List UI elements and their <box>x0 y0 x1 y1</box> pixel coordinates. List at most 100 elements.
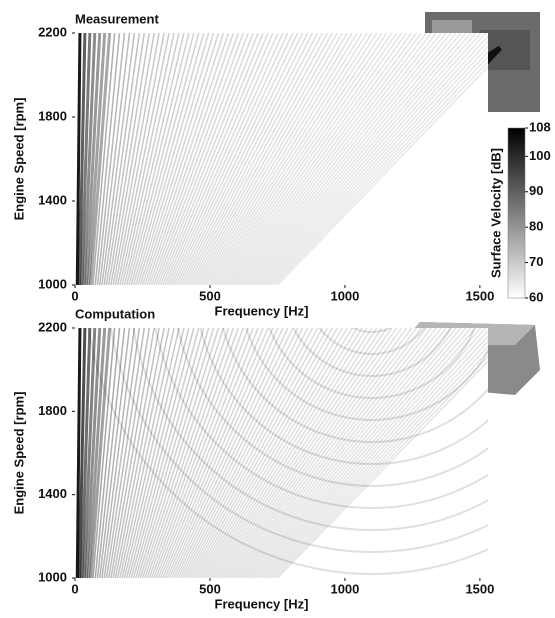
order-line <box>148 328 240 578</box>
order-line <box>75 328 82 578</box>
order-line <box>117 33 170 285</box>
order-line <box>110 328 155 578</box>
order-line <box>182 33 314 285</box>
order-line <box>155 33 254 285</box>
order-line <box>184 33 319 285</box>
order-line <box>189 33 329 285</box>
order-line <box>195 328 343 578</box>
order-line <box>256 328 477 578</box>
order-line <box>234 328 427 578</box>
x-tick-label: 0 <box>71 288 78 303</box>
order-line <box>258 328 482 578</box>
order-line <box>132 328 205 578</box>
order-line <box>220 33 398 285</box>
order-line <box>146 33 235 285</box>
order-line <box>153 328 249 578</box>
order-line <box>225 33 408 285</box>
order-line <box>153 33 249 285</box>
order-line <box>150 328 244 578</box>
order-line <box>180 328 309 578</box>
order-line <box>103 33 141 285</box>
colorbar-tick-label: 90 <box>529 183 543 198</box>
mode-ring <box>292 328 452 377</box>
order-line <box>229 33 418 285</box>
order-line <box>141 33 225 285</box>
plot-area <box>75 328 488 578</box>
order-line <box>256 33 477 285</box>
order-line <box>276 360 488 578</box>
order-line <box>213 328 383 578</box>
order-line <box>121 33 180 285</box>
order-line <box>141 328 225 578</box>
order-lines <box>75 33 488 285</box>
colorbar-tick-label: 108 <box>529 119 551 134</box>
order-line <box>249 328 462 578</box>
order-lines <box>75 328 488 578</box>
plot-area <box>75 33 488 285</box>
mode-ring <box>351 328 393 333</box>
order-line <box>274 60 488 285</box>
order-line <box>130 328 200 578</box>
order-line <box>189 328 329 578</box>
order-line <box>77 33 87 285</box>
order-line <box>98 328 131 578</box>
order-line <box>231 33 423 285</box>
order-line <box>220 328 398 578</box>
x-tick-label: 1000 <box>330 288 359 303</box>
x-axis-label: Frequency [Hz] <box>215 596 309 611</box>
order-line <box>148 33 240 285</box>
order-line <box>89 328 112 578</box>
order-line <box>200 33 353 285</box>
order-line <box>155 328 254 578</box>
order-line <box>114 33 165 285</box>
order-line <box>245 33 452 285</box>
order-line <box>222 328 403 578</box>
order-line <box>92 33 116 285</box>
order-line <box>222 33 403 285</box>
order-line <box>243 328 447 578</box>
order-line <box>157 328 259 578</box>
order-line <box>108 328 150 578</box>
order-line <box>84 328 102 578</box>
order-line <box>105 33 146 285</box>
order-line <box>243 33 447 285</box>
y-tick-label: 1400 <box>38 486 67 501</box>
order-line <box>144 33 230 285</box>
order-line <box>77 328 87 578</box>
x-tick-label: 1500 <box>465 288 494 303</box>
order-line <box>117 328 170 578</box>
order-line <box>96 328 126 578</box>
order-line <box>247 328 457 578</box>
order-line <box>193 33 338 285</box>
order-line <box>123 328 185 578</box>
order-line <box>195 33 343 285</box>
order-line <box>177 328 304 578</box>
order-line <box>191 33 333 285</box>
y-tick-label: 1000 <box>38 276 67 291</box>
order-line <box>270 345 488 578</box>
order-line <box>184 328 319 578</box>
y-tick-label: 1000 <box>38 569 67 584</box>
order-line <box>135 328 210 578</box>
order-line <box>198 328 348 578</box>
order-line <box>82 33 97 285</box>
order-line <box>180 33 309 285</box>
order-line <box>211 33 378 285</box>
order-line <box>86 33 107 285</box>
x-tick-label: 500 <box>199 581 221 596</box>
order-line <box>238 328 437 578</box>
order-line <box>137 328 215 578</box>
order-line <box>80 328 92 578</box>
order-line <box>252 328 467 578</box>
order-line <box>168 328 284 578</box>
order-line <box>94 33 121 285</box>
order-line <box>272 350 488 578</box>
order-line <box>225 328 408 578</box>
order-line <box>261 33 487 285</box>
y-tick-label: 1800 <box>38 108 67 123</box>
order-line <box>82 328 97 578</box>
colorbar-label: Surface Velocity [dB] <box>488 148 503 278</box>
order-line <box>146 328 235 578</box>
order-line <box>110 33 155 285</box>
